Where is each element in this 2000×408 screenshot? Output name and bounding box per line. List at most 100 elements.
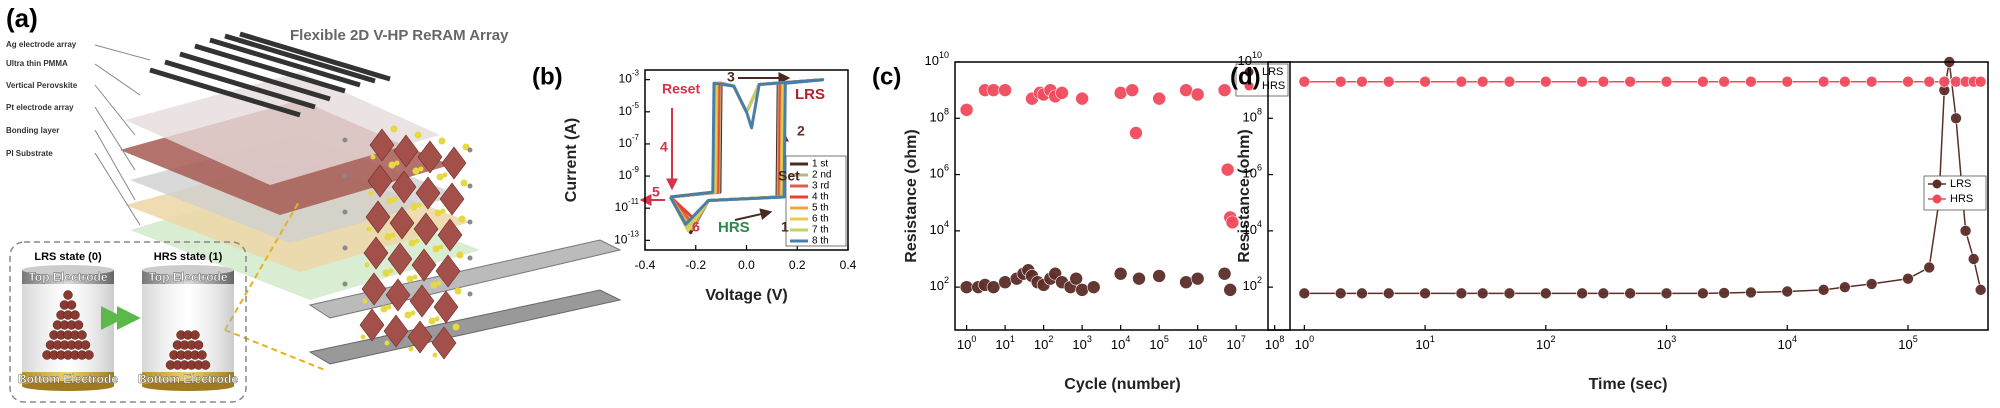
atom bbox=[416, 202, 422, 208]
marker bbox=[1069, 271, 1083, 286]
tick-exponent: 7 bbox=[1241, 334, 1246, 344]
atom bbox=[434, 316, 440, 322]
top-plate bbox=[308, 239, 622, 319]
tick-exponent: 2 bbox=[1257, 276, 1262, 286]
octahedron bbox=[441, 146, 467, 180]
tick-base: 10 bbox=[1111, 337, 1125, 352]
tick-base: 10 bbox=[1295, 337, 1309, 352]
annotation: Set bbox=[778, 168, 800, 184]
tick-base: 10 bbox=[1149, 337, 1163, 352]
marker bbox=[1540, 75, 1552, 88]
marker bbox=[1503, 287, 1516, 300]
tick-exponent: 2 bbox=[1551, 334, 1556, 344]
tick-label: 10-7 bbox=[619, 133, 640, 150]
tick-base: 10 bbox=[615, 200, 629, 214]
tick-label: 101 bbox=[1415, 334, 1434, 352]
marker bbox=[1865, 278, 1878, 290]
legend-swatch bbox=[1932, 194, 1942, 204]
tick-exponent: -3 bbox=[632, 69, 640, 78]
marker bbox=[1113, 266, 1128, 281]
plot-frame bbox=[644, 69, 849, 251]
marker bbox=[1152, 91, 1166, 106]
legend-swatch bbox=[1244, 81, 1254, 91]
legend-swatch bbox=[1244, 67, 1254, 77]
y-axis-label: Resistance (ohm) bbox=[1236, 129, 1253, 262]
marker bbox=[1624, 75, 1636, 88]
legend-label: LRS bbox=[1262, 66, 1283, 78]
tick-base: 10 bbox=[1226, 337, 1240, 352]
organic bbox=[467, 219, 473, 225]
tick-label: 104 bbox=[930, 219, 949, 237]
atom bbox=[412, 167, 420, 175]
tick-base: 10 bbox=[619, 104, 633, 118]
atom bbox=[406, 275, 414, 283]
legend-label: 1 st bbox=[812, 159, 828, 170]
tick-exponent: 6 bbox=[1202, 334, 1207, 344]
marker bbox=[1217, 83, 1232, 97]
organic bbox=[342, 245, 348, 251]
legend-swatch bbox=[1932, 179, 1942, 189]
marker bbox=[1190, 87, 1205, 102]
sphere bbox=[80, 340, 91, 350]
marker bbox=[1974, 75, 1987, 88]
tick-label: 102 bbox=[930, 276, 949, 294]
tick-exponent: -9 bbox=[632, 165, 640, 174]
marker bbox=[1839, 75, 1851, 88]
marker bbox=[1660, 287, 1673, 300]
atom bbox=[410, 203, 418, 211]
organic bbox=[342, 209, 348, 215]
organic bbox=[467, 183, 473, 189]
illustration-title: Flexible 2D V-HP ReRAM Array bbox=[290, 27, 509, 44]
tick-label: 1010 bbox=[1238, 50, 1262, 68]
tick-base: 10 bbox=[995, 337, 1009, 352]
sphere bbox=[200, 360, 211, 370]
tick-exponent: 8 bbox=[944, 107, 949, 117]
atom bbox=[362, 298, 368, 304]
pmma-layer bbox=[125, 72, 440, 185]
tick-exponent: 1 bbox=[1430, 334, 1435, 344]
atom bbox=[440, 208, 446, 214]
marker bbox=[986, 83, 1001, 97]
electrode-label: Top Electrode bbox=[148, 270, 227, 284]
marker bbox=[1817, 284, 1830, 296]
atom bbox=[428, 317, 436, 325]
tick-base: 10 bbox=[1778, 337, 1792, 352]
marker bbox=[1225, 215, 1240, 230]
marker bbox=[1298, 75, 1311, 88]
electrode-label: Bottom Electrode bbox=[138, 372, 238, 386]
tick-label: 100 bbox=[1295, 334, 1314, 352]
atom bbox=[390, 125, 398, 133]
sphere bbox=[73, 320, 84, 330]
marker bbox=[1382, 287, 1395, 300]
tick-label: 0.0 bbox=[738, 258, 755, 272]
annotation: HRS bbox=[718, 219, 750, 236]
legend-label: 6 th bbox=[812, 214, 829, 225]
marker bbox=[1125, 83, 1140, 97]
tick-label: 106 bbox=[1188, 334, 1207, 352]
layer-label: Bonding layer bbox=[6, 126, 59, 135]
marker bbox=[1923, 75, 1936, 88]
atom bbox=[432, 352, 438, 358]
annotation: 5 bbox=[652, 184, 660, 200]
leader-lines bbox=[94, 44, 151, 226]
marker bbox=[1152, 269, 1166, 283]
marker bbox=[1781, 75, 1794, 88]
tick-base: 10 bbox=[619, 72, 633, 86]
marker bbox=[1923, 261, 1936, 274]
sphere bbox=[70, 310, 80, 320]
atom bbox=[380, 305, 388, 313]
marker bbox=[1476, 75, 1489, 88]
tick-base: 10 bbox=[1243, 279, 1257, 294]
tick-label: -0.4 bbox=[635, 258, 656, 272]
y-axis-label: Current (A) bbox=[563, 118, 580, 202]
layer-label: Vertical Perovskite bbox=[6, 81, 78, 90]
atom bbox=[408, 346, 414, 352]
tick-exponent: 10 bbox=[939, 50, 949, 60]
tick-base: 10 bbox=[1243, 222, 1257, 237]
tick-base: 10 bbox=[930, 222, 944, 237]
atom bbox=[418, 166, 424, 172]
sphere bbox=[190, 330, 200, 340]
panel-label: (d) bbox=[1230, 63, 1261, 90]
octahedron bbox=[413, 212, 439, 246]
marker bbox=[1576, 287, 1588, 300]
